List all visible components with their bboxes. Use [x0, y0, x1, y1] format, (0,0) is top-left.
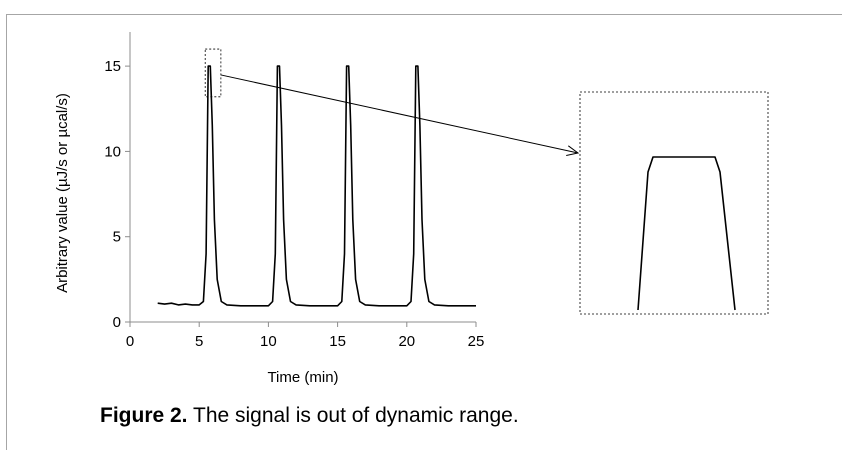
- x-tick-label: 25: [468, 333, 485, 350]
- figure-caption-text: The signal is out of dynamic range.: [187, 404, 519, 427]
- y-tick-label: 10: [104, 143, 121, 160]
- signal-series: [157, 65, 476, 307]
- tick-labels: 0 5 10 15 0 5 10 15 20 25: [104, 58, 484, 350]
- x-tick-label: 10: [260, 333, 277, 350]
- y-axis-title: Arbitrary value (µJ/s or µcal/s): [54, 93, 71, 293]
- figure-frame-top: [6, 14, 842, 15]
- zoom-inset-box: [579, 91, 769, 315]
- zoom-arrow-head: [566, 145, 580, 156]
- line-chart: 0 5 10 15 0 5 10 15 20 25 Arbitrary value (µJ/s o…: [54, 32, 769, 386]
- x-tick-label: 15: [329, 333, 346, 350]
- x-axis-title: Time (min): [267, 369, 338, 386]
- zoom-arrow-line: [220, 74, 579, 154]
- x-tick-label: 5: [195, 333, 203, 350]
- zoom-inset-peak: [637, 156, 736, 311]
- series-line: [157, 65, 476, 307]
- x-tick-label: 20: [398, 333, 415, 350]
- figure-caption: Figure 2. The signal is out of dynamic r…: [100, 404, 519, 428]
- axes: [125, 32, 477, 327]
- figure-caption-label: Figure 2.: [100, 404, 188, 427]
- figure-frame-left: [6, 14, 7, 450]
- zoom-annotation: [204, 48, 769, 315]
- y-tick-label: 5: [113, 229, 121, 246]
- y-tick-label: 15: [104, 58, 121, 75]
- x-tick-label: 0: [126, 333, 134, 350]
- y-tick-label: 0: [113, 314, 121, 331]
